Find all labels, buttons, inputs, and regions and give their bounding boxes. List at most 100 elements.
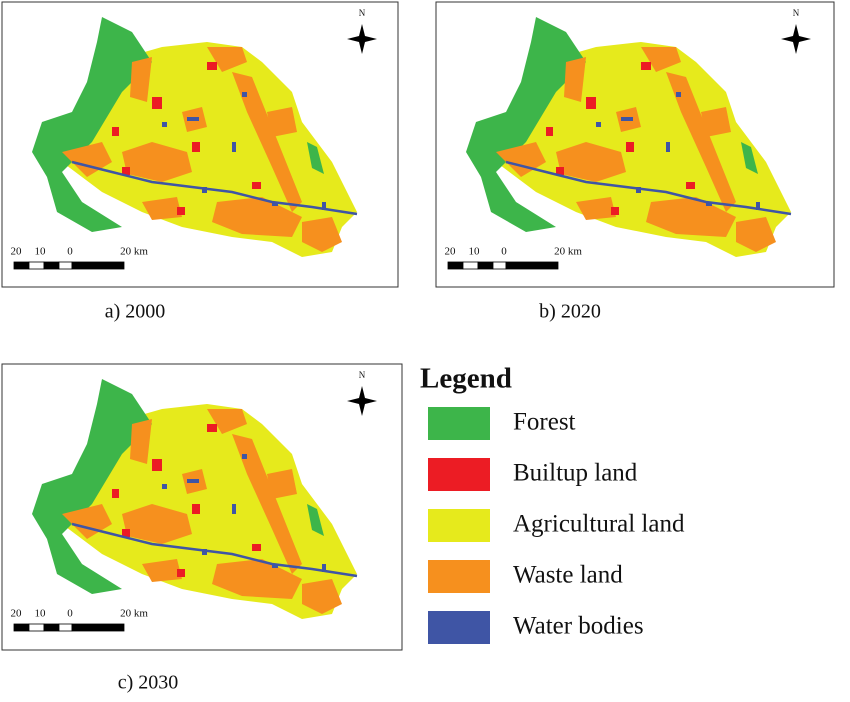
waste-patch <box>267 469 297 499</box>
north-label: N <box>793 8 800 18</box>
water-patch <box>242 92 247 97</box>
land-use-map: N 20 10 0 20 km <box>445 8 811 270</box>
scale-bar-segment <box>58 623 73 632</box>
water-patch <box>756 202 760 210</box>
waste-patch <box>302 217 342 252</box>
water-patch <box>706 202 712 206</box>
forest-area <box>466 17 586 232</box>
scale-bar-segment <box>13 261 30 270</box>
waste-patch <box>267 107 297 137</box>
scale-bar-segment <box>58 261 73 270</box>
water-patch <box>187 479 199 483</box>
waste-patch <box>701 107 731 137</box>
north-arrow <box>347 386 377 416</box>
builtup-patch <box>192 504 200 514</box>
waste-patch <box>212 197 302 237</box>
river <box>71 522 358 578</box>
water-patch <box>232 142 236 152</box>
scale-label: 10 <box>469 246 481 258</box>
river <box>71 160 358 216</box>
waste-patch <box>130 419 152 464</box>
scale-bar-segment <box>505 261 559 270</box>
forest-area <box>32 379 152 594</box>
waste-patch <box>122 504 192 544</box>
builtup-patch <box>152 97 162 109</box>
builtup-patch <box>207 62 217 70</box>
water-patch <box>242 454 247 459</box>
panel-caption: c) 2030 <box>118 672 179 694</box>
scale-label: 0 <box>67 608 73 620</box>
forest-patch <box>741 142 758 174</box>
water-patch <box>676 92 681 97</box>
north-label: N <box>359 370 366 380</box>
forest-patch <box>307 142 324 174</box>
builtup-patch <box>641 62 651 70</box>
builtup-patch <box>112 489 119 498</box>
builtup-patch <box>626 142 634 152</box>
builtup-patch <box>152 459 162 471</box>
waste-patch <box>212 559 302 599</box>
land-use-map: N 20 10 0 20 km <box>11 370 377 632</box>
builtup-patch <box>252 544 261 551</box>
water-patch <box>666 142 670 152</box>
builtup-patch <box>122 529 130 537</box>
north-arrow <box>781 24 811 54</box>
waste-patch <box>302 579 342 614</box>
water-patch <box>162 484 167 489</box>
legend-title: Legend <box>420 363 512 395</box>
water-patch <box>202 187 207 193</box>
waste-patch <box>564 57 586 102</box>
water-patch <box>636 187 641 193</box>
legend-label: Agricultural land <box>513 511 685 538</box>
scale-bar-segment <box>43 261 60 270</box>
legend-swatch <box>428 509 490 542</box>
waste-patch <box>641 47 681 72</box>
builtup-patch <box>177 207 185 215</box>
waste-patch <box>646 197 736 237</box>
builtup-patch <box>556 167 564 175</box>
scale-bar-segment <box>28 623 45 632</box>
scale-bar-segment <box>13 623 30 632</box>
builtup-patch <box>611 207 619 215</box>
waste-patch <box>232 434 302 574</box>
legend-swatch <box>428 407 490 440</box>
builtup-patch <box>207 424 217 432</box>
builtup-patch <box>192 142 200 152</box>
builtup-patch <box>177 569 185 577</box>
scale-bar-segment <box>28 261 45 270</box>
waste-patch <box>122 142 192 182</box>
builtup-patch <box>586 97 596 109</box>
legend-label: Forest <box>513 409 576 436</box>
north-arrow <box>347 24 377 54</box>
water-patch <box>232 504 236 514</box>
builtup-patch <box>686 182 695 189</box>
scale-label: 20 km <box>120 608 148 620</box>
river <box>505 160 792 216</box>
scale-bar-segment <box>477 261 494 270</box>
water-patch <box>272 202 278 206</box>
scale-label: 20 km <box>554 246 582 258</box>
waste-patch <box>207 47 247 72</box>
water-patch <box>322 564 326 572</box>
scale-label: 0 <box>501 246 507 258</box>
water-patch <box>202 549 207 555</box>
scale-label: 20 <box>445 246 457 258</box>
builtup-patch <box>122 167 130 175</box>
water-patch <box>596 122 601 127</box>
waste-patch <box>736 217 776 252</box>
waste-patch <box>207 409 247 434</box>
water-patch <box>322 202 326 210</box>
scale-label: 10 <box>35 608 47 620</box>
legend-swatch <box>428 458 490 491</box>
panel-caption: a) 2000 <box>105 301 166 323</box>
builtup-patch <box>252 182 261 189</box>
panel-caption: b) 2020 <box>539 301 601 323</box>
scale-label: 20 km <box>120 246 148 258</box>
scale-bar-segment <box>462 261 479 270</box>
scale-bar-segment <box>492 261 507 270</box>
scale-bar-segment <box>71 623 125 632</box>
builtup-patch <box>112 127 119 136</box>
legend-label: Builtup land <box>513 460 638 487</box>
land-use-map: N 20 10 0 20 km <box>11 8 377 270</box>
